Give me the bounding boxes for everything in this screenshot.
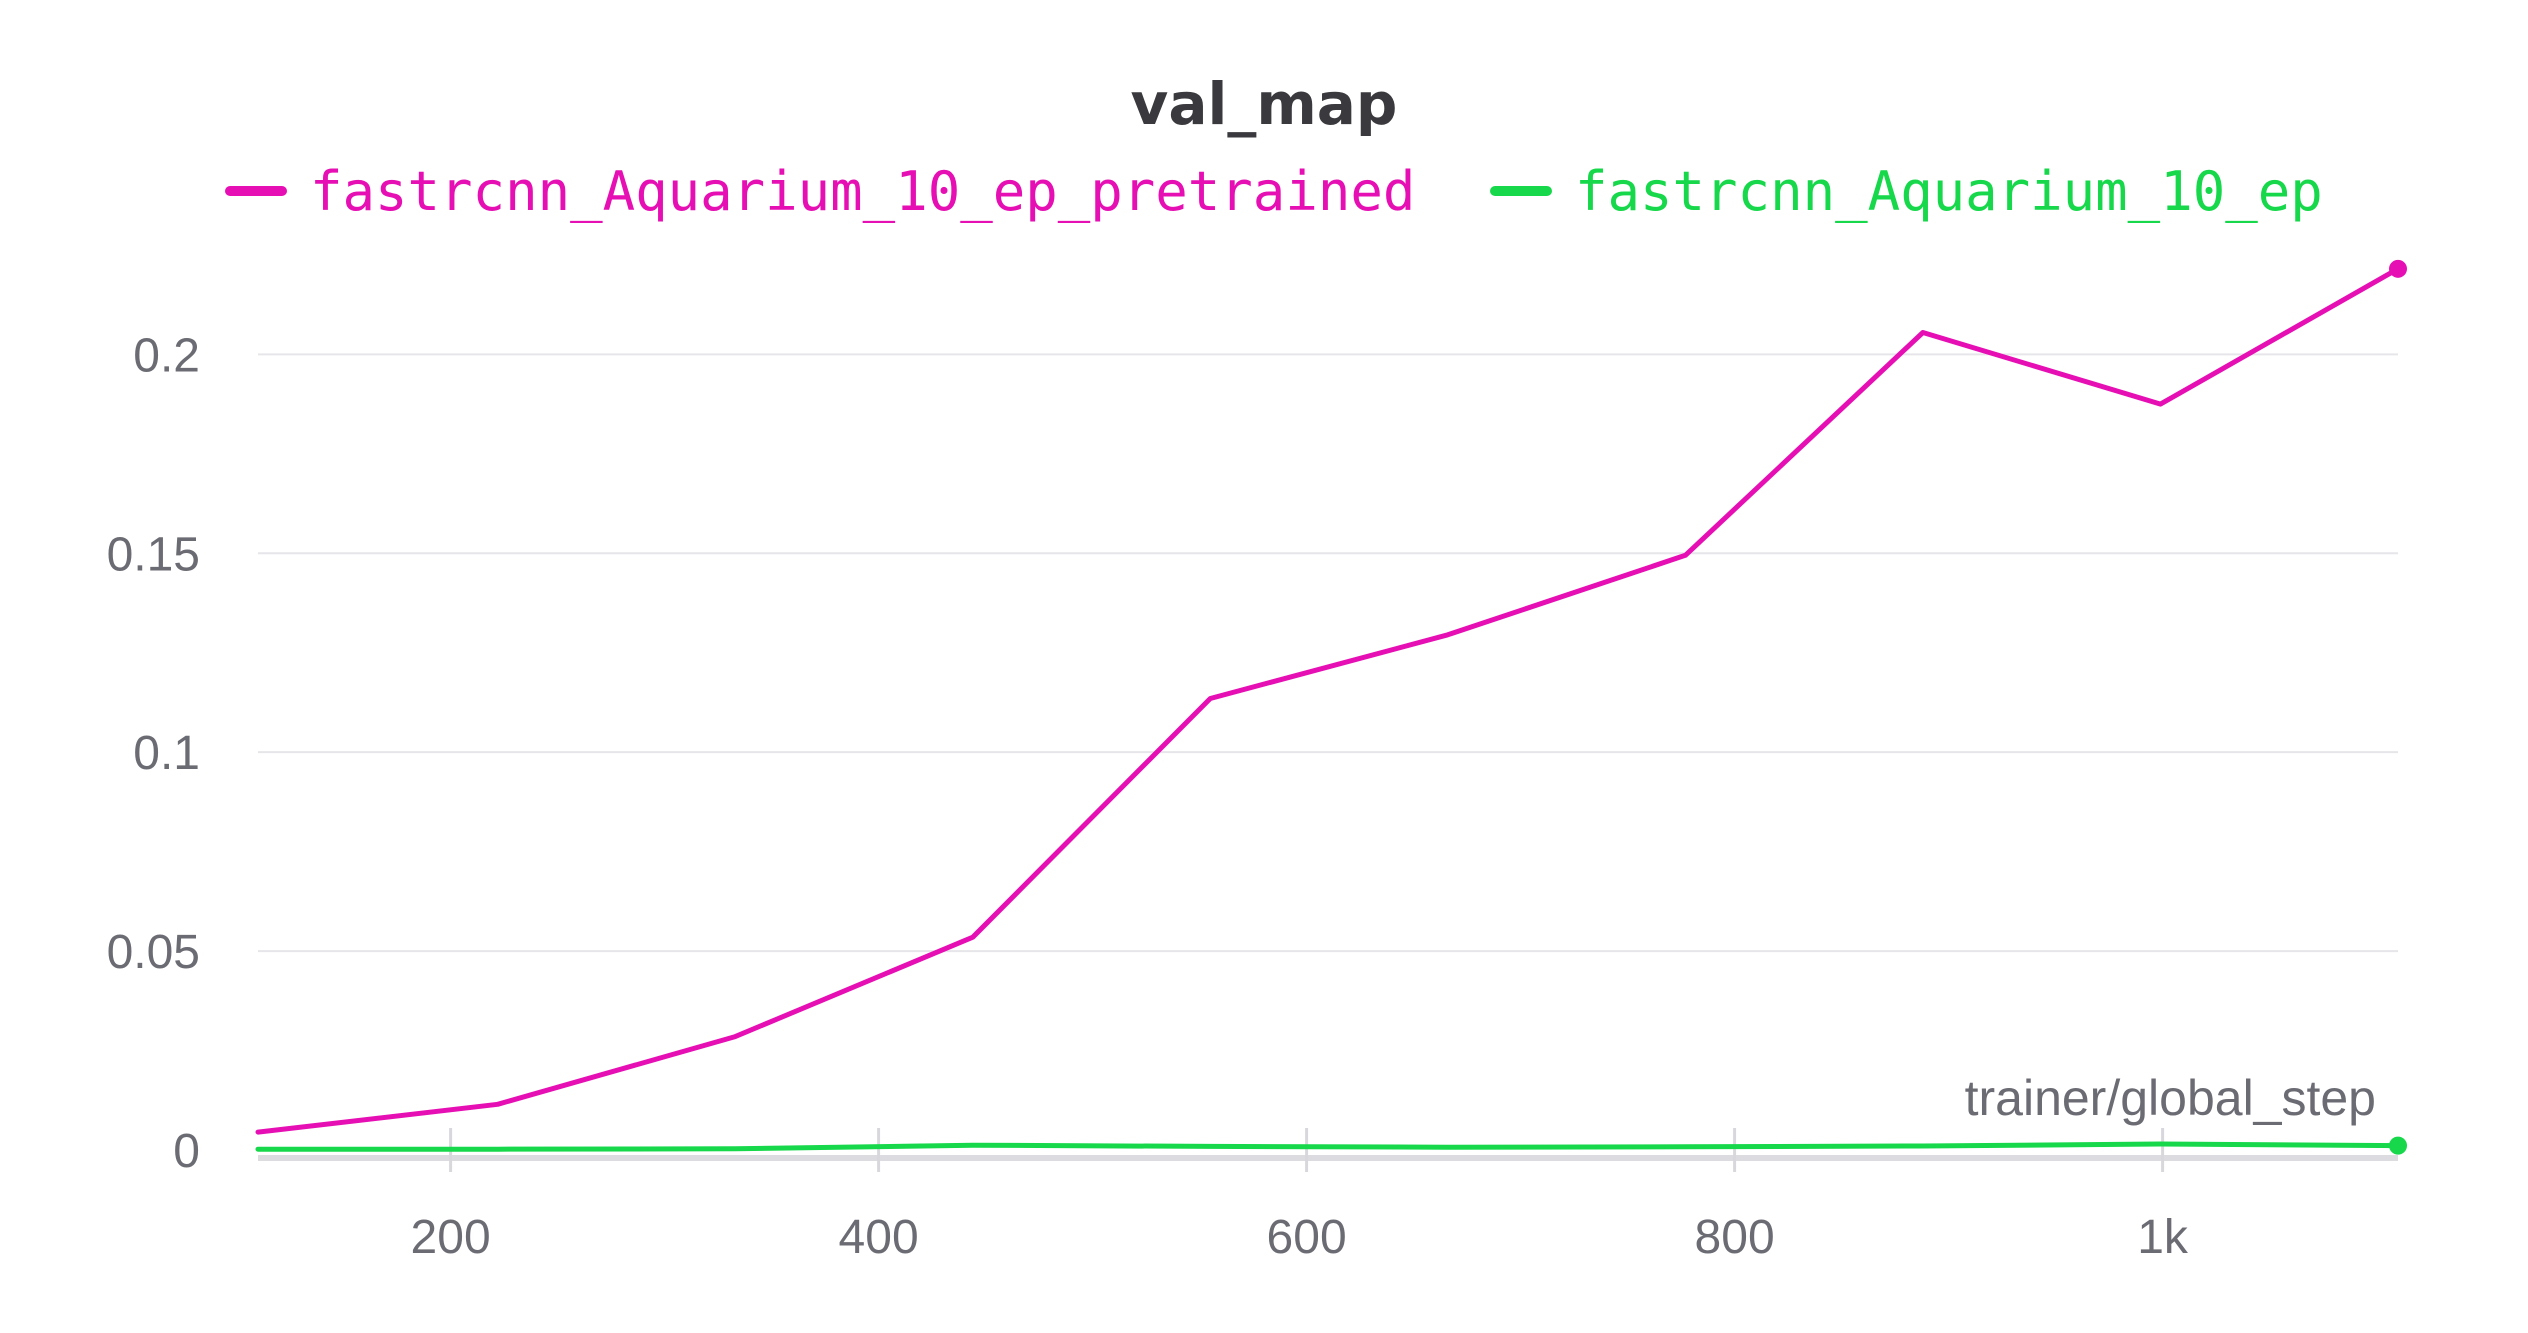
data-point[interactable] [1207,1143,1213,1149]
legend-label: fastrcnn_Aquarium_10_ep [1575,160,2323,223]
chart-title: val_map [1131,70,1398,138]
data-point[interactable] [970,934,976,940]
data-point[interactable] [2157,1141,2163,1147]
data-point[interactable] [1920,1143,1926,1149]
x-tick-label: 1k [2137,1211,2189,1264]
x-tick-label: 800 [1695,1211,1775,1264]
data-point[interactable] [1682,552,1688,558]
y-tick-label: 0 [173,1125,200,1178]
data-point[interactable] [732,1034,738,1040]
y-tick-label: 0.1 [133,727,200,780]
data-point[interactable] [1445,1144,1451,1150]
series-line[interactable] [255,266,2401,1135]
x-tick-label: 200 [411,1211,491,1264]
legend-item-1[interactable]: fastrcnn_Aquarium_10_ep [1490,160,2323,223]
data-point[interactable] [1445,632,1451,638]
series-line[interactable] [255,1141,2401,1152]
series-end-marker [2389,259,2407,278]
x-tick-label: 400 [839,1211,919,1264]
data-point[interactable] [255,1129,261,1135]
axes: 0 0.05 0.1 0.15 0.2 200 400 600 800 1k [107,329,2398,1264]
data-point[interactable] [495,1101,501,1107]
series-1[interactable] [255,1136,2407,1155]
data-point[interactable] [732,1146,738,1152]
legend[interactable]: fastrcnn_Aquarium_10_ep_pretrained fastrc… [225,160,2323,223]
data-point[interactable] [495,1146,501,1152]
series-end-marker [2389,1136,2407,1155]
legend-item-0[interactable]: fastrcnn_Aquarium_10_ep_pretrained [225,160,1415,223]
data-point[interactable] [2157,401,2163,407]
data-point[interactable] [970,1142,976,1148]
y-tick-label: 0.05 [107,926,200,979]
y-tick-label: 0.15 [107,528,200,581]
gridlines [258,353,2398,953]
x-tick-label: 600 [1267,1211,1347,1264]
legend-label: fastrcnn_Aquarium_10_ep_pretrained [310,160,1415,223]
series-lines[interactable] [255,259,2407,1155]
x-axis-label: trainer/global_step [1965,1070,2376,1126]
data-point[interactable] [255,1146,261,1152]
data-point[interactable] [1920,329,1926,335]
y-tick-label: 0.2 [133,329,200,382]
data-point[interactable] [1682,1144,1688,1150]
series-0[interactable] [255,259,2407,1135]
data-point[interactable] [1207,695,1213,701]
